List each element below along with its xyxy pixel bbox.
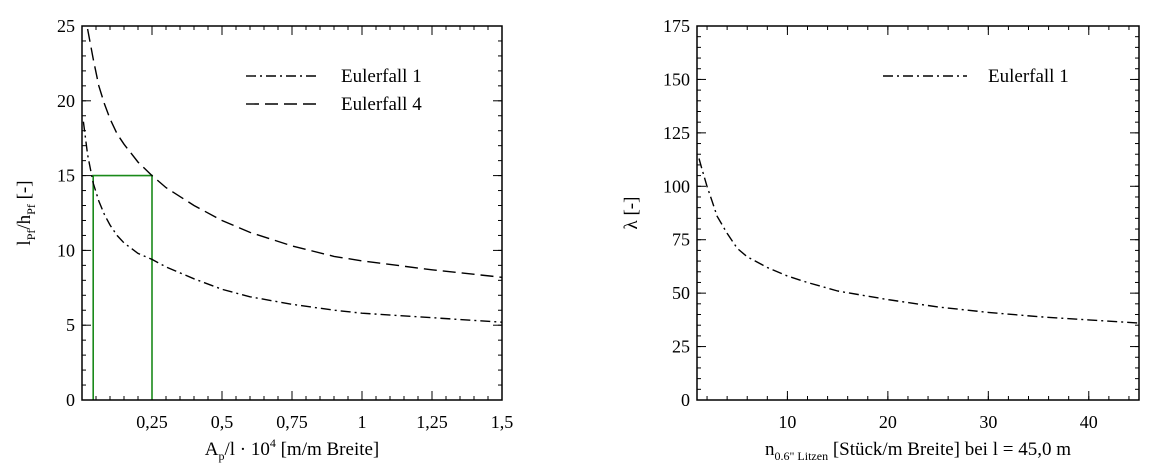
y-axis-label-part: [-]	[14, 180, 35, 204]
legend: Eulerfall 1	[883, 66, 1069, 87]
x-axis-label-sub: 0.6" Litzen	[775, 449, 829, 463]
y-axis-label-part: λ [-]	[621, 197, 642, 230]
legend-label: Eulerfall 4	[341, 94, 422, 115]
y-tick-label: 175	[663, 16, 690, 36]
legend: Eulerfall 1 Eulerfall 4	[246, 66, 422, 115]
x-axis-label-tail: [Stück/m Breite] bei l = 45,0 m	[828, 439, 1071, 460]
y-tick-label: 0	[66, 390, 75, 410]
series-line-eulerfall-1	[698, 158, 1139, 324]
y-tick-label: 125	[663, 123, 690, 143]
y-tick-label: 25	[672, 337, 690, 357]
x-tick-label: 0,25	[136, 412, 168, 432]
plot-frame	[81, 25, 503, 401]
x-axis-label-rest: /l · 10	[224, 439, 269, 460]
legend-label: Eulerfall 1	[988, 66, 1069, 87]
legend-label: Eulerfall 1	[341, 66, 422, 87]
x-tick-label: 1,25	[416, 412, 448, 432]
chart-right: 10 20 30 40 0 25 50 75 100 125 150 175 Eulerfall 1 n0…	[621, 16, 1140, 463]
x-tick-label: 40	[1080, 412, 1098, 432]
minor-ticks	[697, 25, 1139, 401]
y-axis-label: lPf/hPf [-]	[14, 180, 38, 245]
series-line-eulerfall-1	[82, 121, 502, 323]
y-tick-label: 0	[681, 390, 690, 410]
y-axis-label-part: Pf	[24, 230, 38, 241]
y-tick-label: 100	[663, 176, 690, 196]
y-tick-label: 150	[663, 69, 690, 89]
y-tick-label: 20	[57, 91, 75, 111]
y-axis-label-part: /h	[14, 214, 35, 229]
plot-frame	[696, 25, 1140, 401]
x-axis-label: n0.6" Litzen [Stück/m Breite] bei l = 45…	[765, 439, 1071, 463]
x-tick-label: 30	[979, 412, 997, 432]
x-axis-label-sup: 4	[270, 436, 276, 450]
y-axis-label-part: Pf	[24, 204, 38, 215]
y-tick-label: 5	[66, 315, 75, 335]
reference-marker-line	[92, 174, 153, 400]
x-axis-label-tail: [m/m Breite]	[276, 439, 379, 460]
minor-ticks	[81, 25, 503, 401]
x-tick-label: 0,5	[211, 412, 234, 432]
x-axis-label: Ap/l · 104 [m/m Breite]	[205, 436, 380, 463]
x-axis-label-main: n	[765, 439, 775, 460]
x-axis-label-sub: p	[218, 449, 224, 463]
x-axis-label-main: A	[205, 439, 219, 460]
x-tick-label: 1	[358, 412, 367, 432]
y-tick-label: 25	[57, 16, 75, 36]
y-tick-label: 15	[57, 166, 75, 186]
y-tick-label: 10	[57, 240, 75, 260]
y-tick-label: 50	[672, 283, 690, 303]
y-axis-label: λ [-]	[621, 197, 642, 230]
y-tick-label: 75	[672, 230, 690, 250]
x-tick-label: 20	[879, 412, 897, 432]
y-axis-label-part: l	[14, 240, 35, 245]
chart-left: 0,25 0,5 0,75 1 1,25 1,5 0 5 10 15 20 25 Eulerfall 1…	[14, 16, 514, 463]
x-tick-label: 0,75	[276, 412, 308, 432]
x-tick-label: 1,5	[491, 412, 514, 432]
series-line-eulerfall-4	[86, 28, 502, 278]
x-tick-label: 10	[778, 412, 796, 432]
